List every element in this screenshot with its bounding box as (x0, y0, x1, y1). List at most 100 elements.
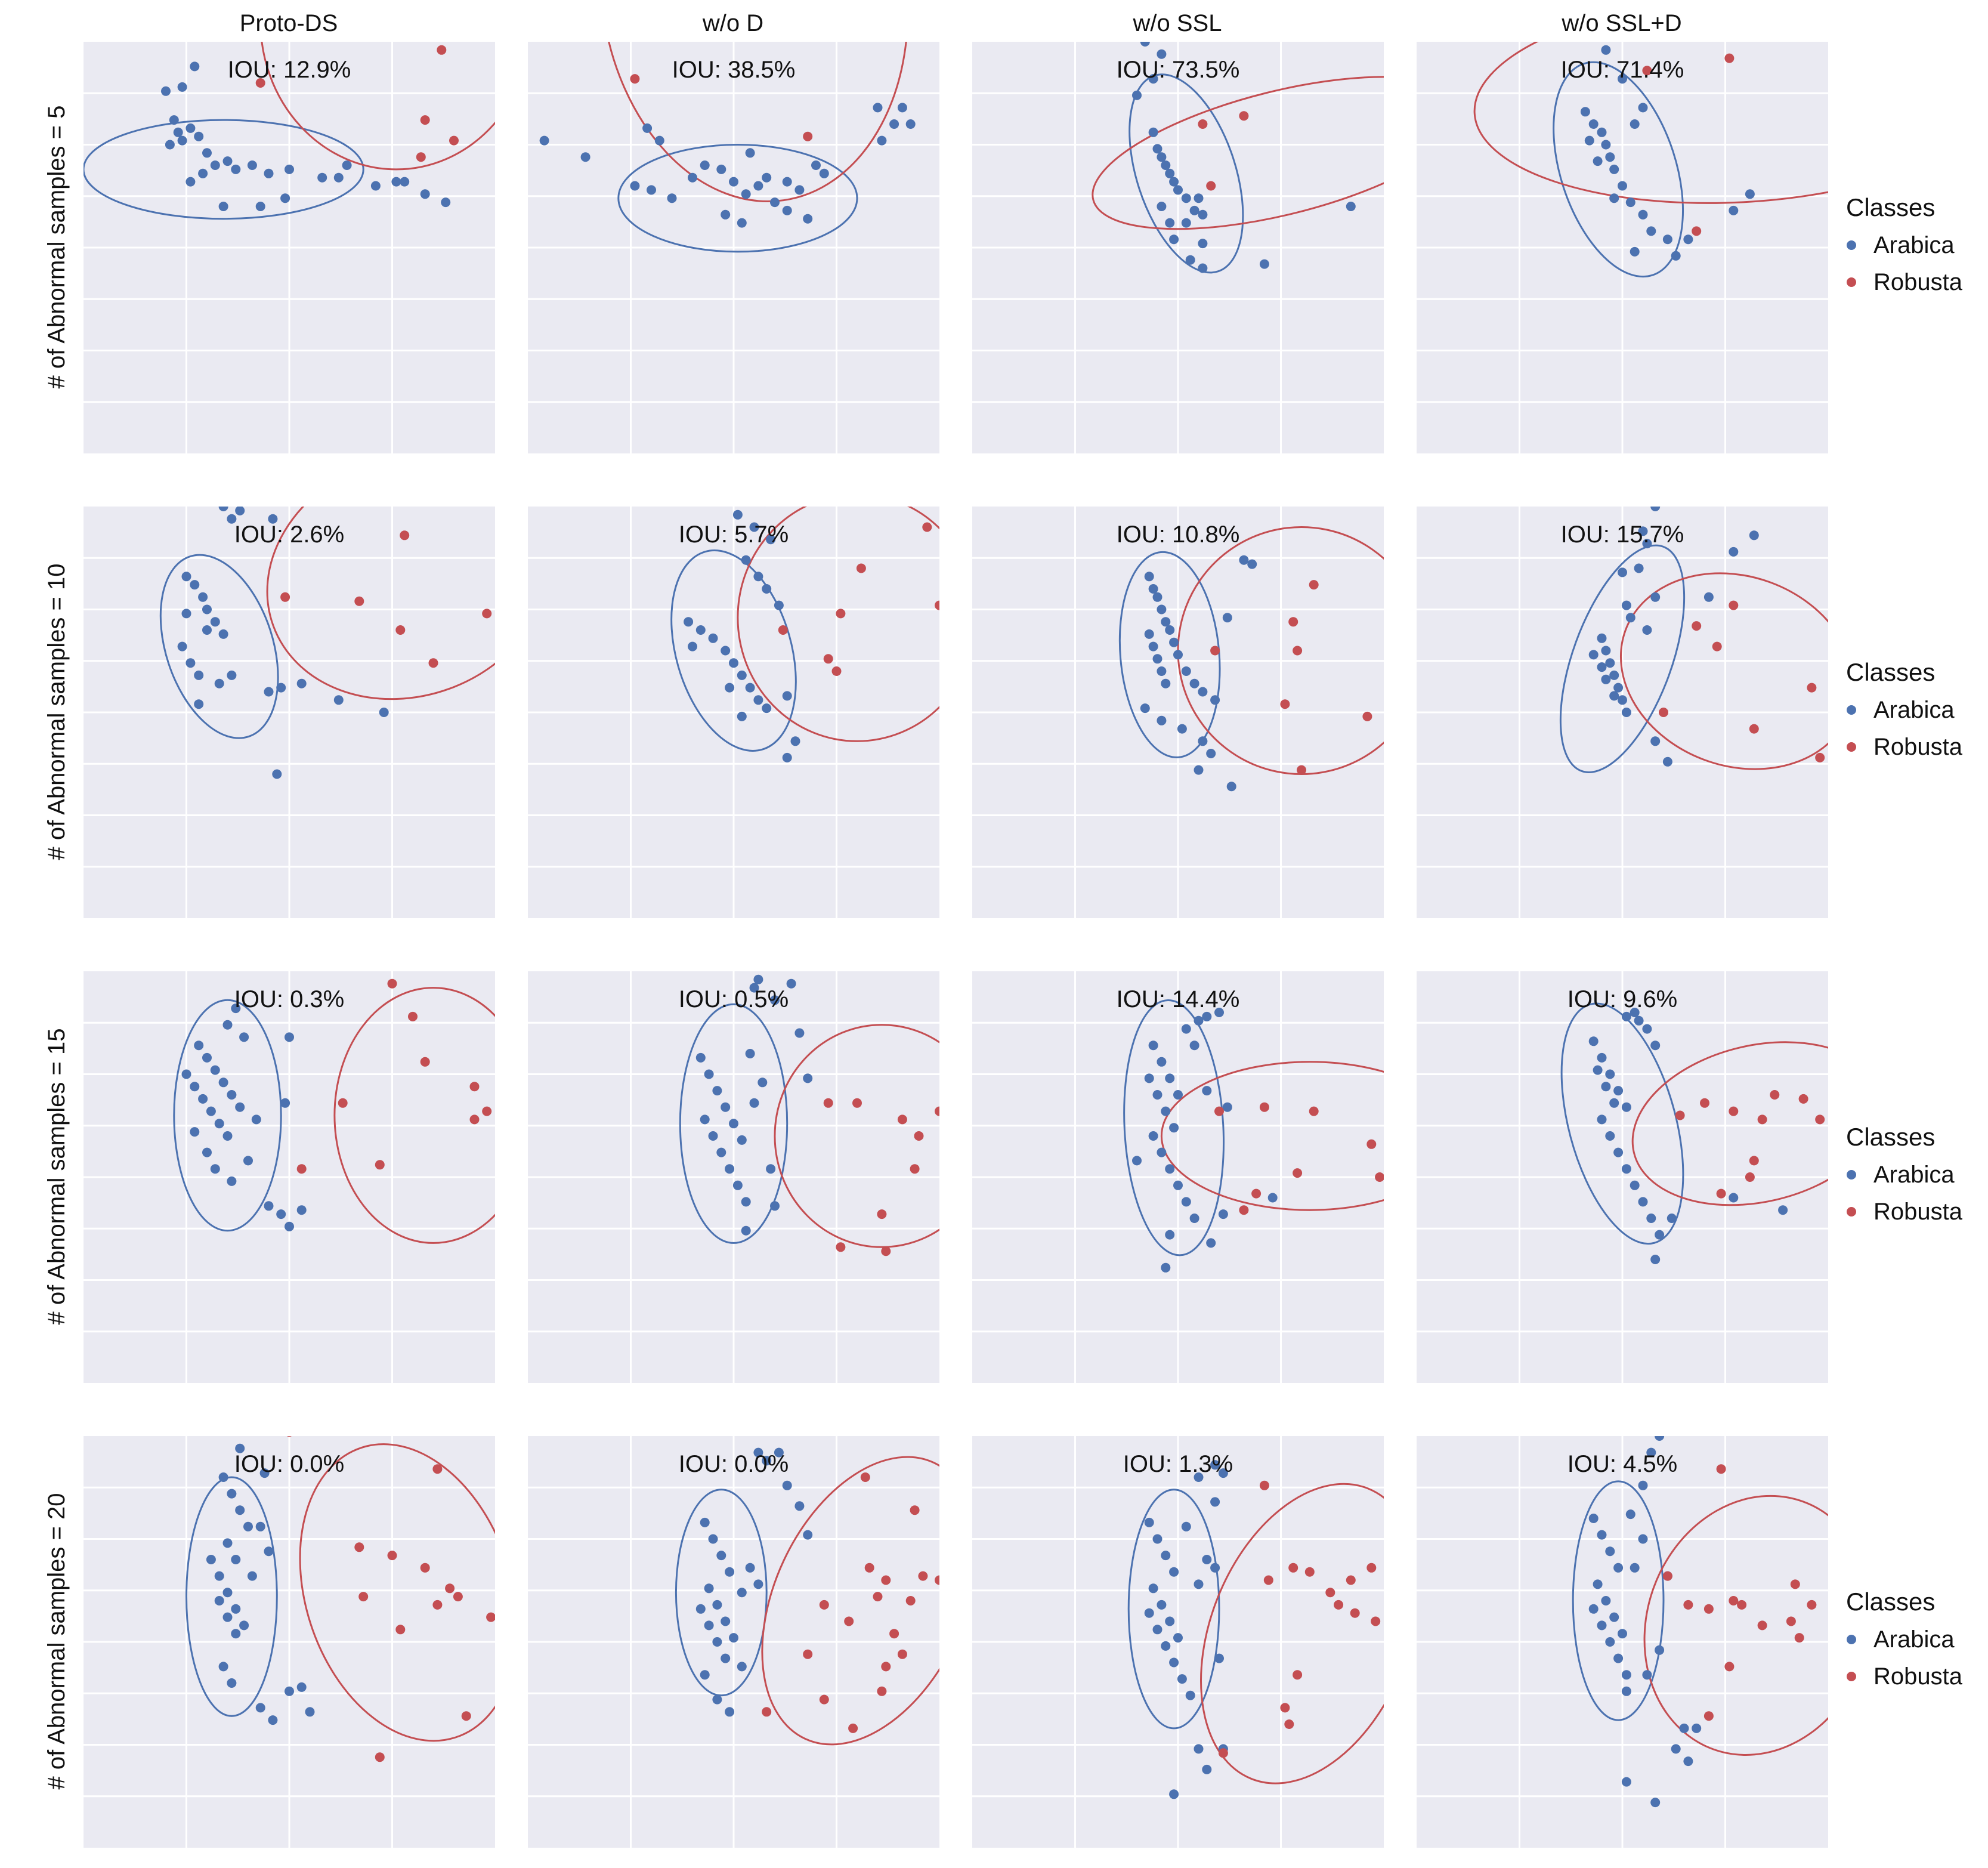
panel-content (185, 1436, 495, 1762)
point-arabica (296, 678, 307, 688)
point-arabica (1140, 703, 1150, 714)
gridlines (528, 971, 939, 1383)
point-robusta (437, 45, 447, 55)
point-arabica (1634, 563, 1644, 573)
point-robusta (375, 1160, 385, 1170)
point-arabica (1210, 1497, 1220, 1507)
point-arabica (1692, 1723, 1702, 1733)
point-arabica (1634, 1015, 1644, 1026)
point-arabica (1214, 1008, 1224, 1017)
scatter-panel: IOU: 0.0% (528, 1436, 939, 1848)
point-robusta (1692, 621, 1702, 631)
point-arabica (1601, 45, 1611, 55)
point-arabica (1165, 1230, 1175, 1240)
point-arabica (1621, 600, 1631, 610)
point-arabica (1144, 572, 1154, 582)
point-arabica (391, 177, 401, 187)
gridlines (528, 507, 939, 918)
point-robusta (354, 1542, 364, 1552)
point-robusta (1794, 1633, 1804, 1643)
point-arabica (1210, 1563, 1220, 1573)
point-arabica (877, 135, 887, 146)
point-arabica (766, 535, 776, 545)
point-arabica (1148, 127, 1158, 137)
point-arabica (1630, 119, 1640, 129)
point-robusta (1304, 1567, 1315, 1577)
point-robusta (819, 1600, 829, 1610)
point-arabica (667, 193, 677, 203)
point-arabica (1194, 1579, 1204, 1589)
point-arabica (218, 1472, 228, 1482)
point-arabica (173, 127, 183, 137)
point-arabica (1165, 168, 1175, 178)
point-robusta (1375, 1172, 1384, 1182)
ellipse-robusta (1619, 572, 1828, 770)
legend-marker (1847, 1170, 1856, 1180)
point-arabica (1144, 629, 1154, 639)
point-arabica (1618, 74, 1627, 84)
point-arabica (1132, 90, 1142, 100)
point-arabica (1625, 1509, 1635, 1520)
legend-title: Classes (1846, 1588, 1935, 1616)
point-arabica (194, 670, 204, 680)
point-arabica (1778, 1205, 1788, 1215)
point-arabica (1177, 724, 1187, 734)
point-arabica (1198, 736, 1208, 746)
point-arabica (737, 711, 747, 721)
legend-entry-label: Robusta (1873, 1663, 1963, 1690)
point-arabica (774, 600, 784, 610)
point-arabica (239, 1032, 249, 1042)
point-robusta (1662, 1571, 1672, 1581)
point-arabica (239, 1620, 249, 1631)
point-arabica (1189, 678, 1199, 688)
point-arabica (185, 123, 196, 133)
point-arabica (782, 1480, 792, 1490)
point-arabica (1605, 1131, 1615, 1141)
point-arabica (712, 1086, 722, 1096)
point-robusta (1206, 181, 1216, 191)
point-arabica (700, 1670, 710, 1680)
point-robusta (453, 1592, 463, 1602)
point-arabica (762, 703, 772, 714)
point-arabica (218, 1662, 228, 1672)
point-arabica (235, 1102, 245, 1112)
gridlines (972, 507, 1384, 918)
point-arabica (753, 1579, 763, 1589)
point-robusta (1749, 724, 1759, 734)
point-arabica (1169, 177, 1179, 187)
point-robusta (1786, 1616, 1796, 1626)
ellipse-arabica (670, 549, 797, 752)
point-arabica (1169, 1123, 1179, 1133)
point-arabica (1189, 205, 1199, 215)
point-arabica (580, 152, 590, 162)
point-arabica (725, 1567, 735, 1577)
point-arabica (819, 168, 829, 178)
point-arabica (721, 1616, 731, 1626)
point-arabica (1729, 546, 1739, 557)
legend-entry-label: Arabica (1873, 232, 1955, 258)
point-arabica (1194, 193, 1204, 203)
gridlines (528, 42, 939, 453)
point-arabica (1202, 1764, 1212, 1774)
point-arabica (770, 995, 780, 1005)
point-arabica (1202, 1555, 1212, 1564)
point-arabica (1605, 658, 1615, 668)
point-arabica (700, 160, 710, 170)
point-arabica (803, 214, 813, 224)
point-arabica (700, 1114, 710, 1125)
point-robusta (935, 600, 939, 610)
point-arabica (695, 1604, 706, 1614)
ellipse-robusta (1177, 526, 1384, 775)
point-robusta (778, 625, 788, 635)
legend-entry-label: Robusta (1873, 734, 1963, 760)
point-arabica (1157, 604, 1167, 615)
point-robusta (836, 609, 846, 619)
point-arabica (745, 683, 755, 693)
point-arabica (235, 1443, 245, 1453)
point-arabica (1729, 205, 1739, 215)
panel-content (159, 507, 495, 779)
point-arabica (370, 181, 381, 191)
point-arabica (1638, 1534, 1648, 1544)
point-arabica (712, 1694, 722, 1705)
point-arabica (247, 160, 257, 170)
